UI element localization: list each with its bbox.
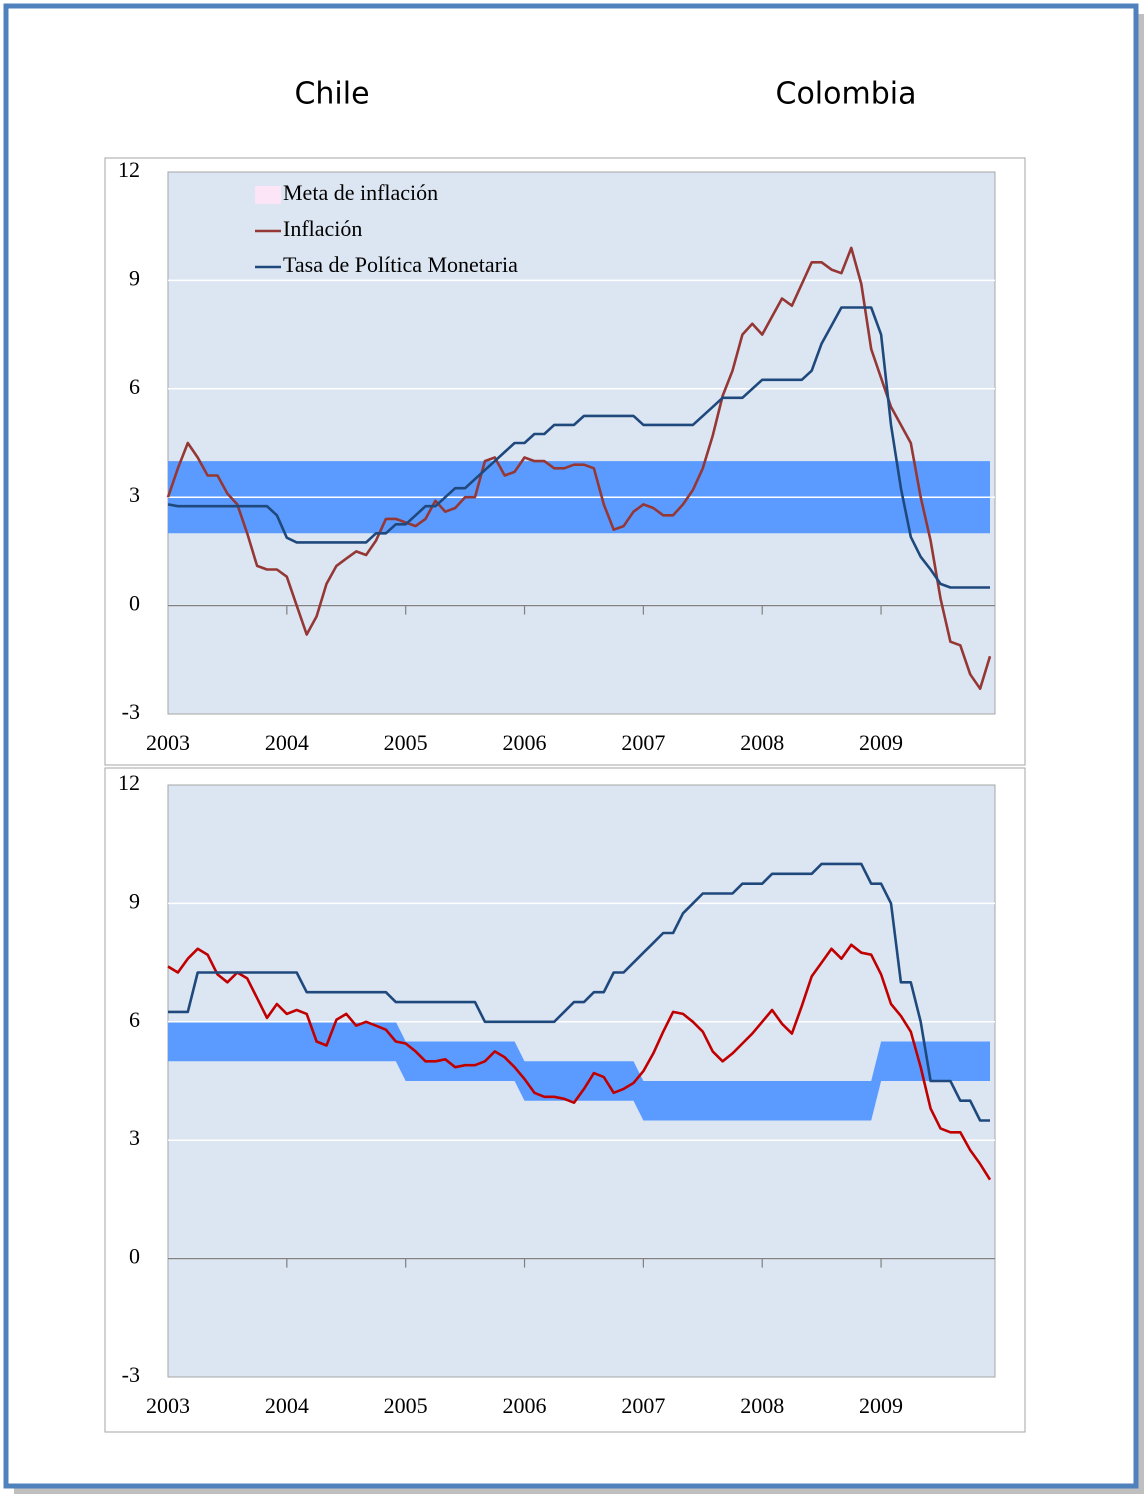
- y-tick-label: 3: [129, 482, 140, 507]
- series-line: [166, 246, 992, 690]
- x-tick-label: 2003: [146, 730, 190, 755]
- x-tick-label: 2004: [265, 730, 309, 755]
- x-tick-label: 2005: [384, 1393, 428, 1418]
- y-tick-label: 6: [129, 1007, 140, 1032]
- y-tick-label: 6: [129, 374, 140, 399]
- x-tick-label: 2004: [265, 1393, 309, 1418]
- y-tick-label: 0: [129, 1244, 140, 1269]
- series-line: [168, 862, 990, 1122]
- x-tick-label: 2009: [859, 1393, 903, 1418]
- y-tick-label: -3: [122, 1362, 140, 1387]
- legend-label: Inflación: [283, 216, 362, 241]
- legend-label: Tasa de Política Monetaria: [283, 252, 518, 277]
- heading: Colombia: [776, 77, 917, 112]
- x-tick-label: 2005: [384, 730, 428, 755]
- y-tick-label: -3: [122, 699, 140, 724]
- legend-label: Meta de inflación: [283, 180, 438, 205]
- x-tick-label: 2007: [621, 730, 665, 755]
- x-tick-label: 2007: [621, 1393, 665, 1418]
- x-tick-label: 2008: [740, 1393, 784, 1418]
- x-tick-label: 2006: [503, 1393, 547, 1418]
- x-tick-label: 2008: [740, 730, 784, 755]
- target-band: [168, 1021, 990, 1121]
- y-tick-label: 9: [129, 265, 140, 290]
- plot-area: [167, 171, 996, 715]
- series-line: [167, 306, 990, 589]
- x-tick-label: 2006: [503, 730, 547, 755]
- y-tick-label: 12: [118, 157, 140, 182]
- y-tick-label: 12: [118, 770, 140, 795]
- y-tick-label: 9: [129, 888, 140, 913]
- legend-swatch: [255, 186, 281, 204]
- x-tick-label: 2003: [146, 1393, 190, 1418]
- series-line: [167, 943, 992, 1181]
- x-tick-label: 2009: [859, 730, 903, 755]
- y-tick-label: 3: [129, 1125, 140, 1150]
- y-tick-label: 0: [129, 591, 140, 616]
- heading: Chile: [294, 77, 369, 112]
